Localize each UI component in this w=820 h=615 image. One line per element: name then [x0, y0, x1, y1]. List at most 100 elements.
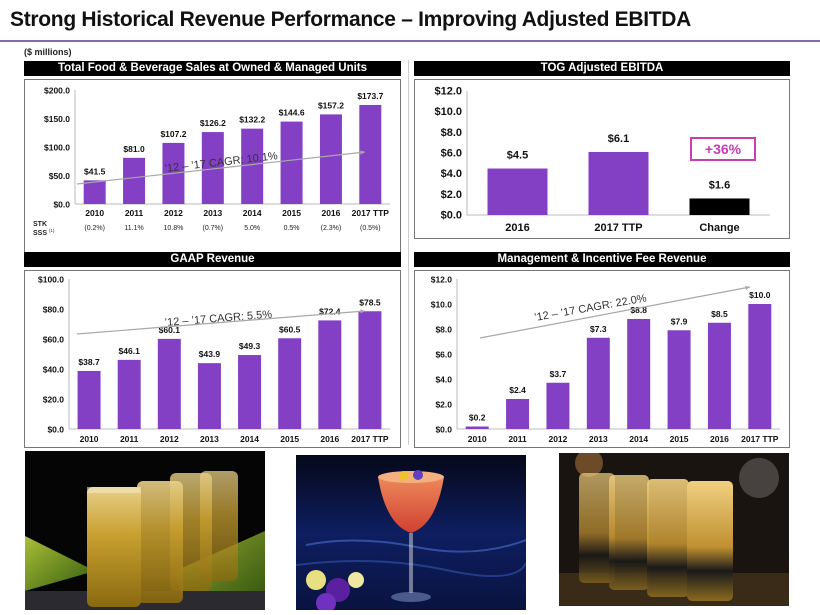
- bar-2013: [201, 132, 224, 204]
- x-tick-label: 2013: [203, 208, 222, 218]
- x-tick-label: 2013: [589, 434, 608, 444]
- sss-footnote-marker: (1): [49, 228, 55, 233]
- bar-2017-ttp: [359, 104, 382, 204]
- bar-2011: [506, 399, 530, 429]
- growth-badge-text: +36%: [705, 141, 742, 157]
- data-label: $8.5: [711, 309, 728, 319]
- y-tick-label: $0.0: [441, 210, 462, 222]
- sss-value: 10.8%: [164, 225, 184, 232]
- bar-2016: [319, 114, 342, 204]
- y-tick-label: $8.0: [435, 325, 452, 335]
- chart-area: $0.0 $2.0 $4.0 $6.0 $8.0 $10.0 $12.0 $0.2 2010 $2…: [414, 270, 790, 448]
- photo-coupe-cocktail-flowers: [296, 455, 526, 610]
- x-tick-label: 2012: [160, 434, 179, 444]
- y-tick-label: $60.0: [43, 335, 65, 345]
- data-label: $0.2: [469, 413, 486, 423]
- panel-fb-sales: Total Food & Beverage Sales at Owned & M…: [24, 61, 401, 254]
- y-tick-label: $100.0: [38, 275, 64, 285]
- x-tick-label: 2010: [85, 208, 104, 218]
- y-tick-label: $0.0: [47, 425, 64, 435]
- x-tick-label: 2014: [240, 434, 259, 444]
- bar-2014: [238, 355, 262, 429]
- x-tick-label: 2016: [320, 434, 339, 444]
- data-label: $72.4: [319, 306, 341, 316]
- bar-2016: [487, 168, 548, 215]
- data-label: $60.5: [279, 324, 301, 334]
- panel-fee-revenue: Management & Incentive Fee Revenue $0.0 $…: [414, 252, 790, 448]
- data-label: $157.2: [318, 100, 344, 110]
- x-tick-label: 2015: [282, 208, 301, 218]
- sss-value: 11.1%: [124, 225, 143, 232]
- trend-arrow-head: [360, 150, 365, 155]
- data-label: $78.5: [359, 297, 381, 307]
- bar-2010: [83, 180, 106, 204]
- x-tick-label: 2014: [243, 208, 262, 218]
- panel-title: TOG Adjusted EBITDA: [414, 61, 790, 76]
- bar-2017-ttp: [588, 151, 649, 215]
- chart-area: $0.0 $20.0 $40.0 $60.0 $80.0 $100.0 $38.7 2010 $…: [24, 270, 401, 448]
- y-tick-label: $8.0: [441, 127, 462, 139]
- y-tick-label: $20.0: [43, 395, 65, 405]
- bar-2017-ttp: [748, 304, 772, 429]
- panel-title: Total Food & Beverage Sales at Owned & M…: [24, 61, 401, 76]
- y-tick-label: $10.0: [431, 300, 453, 310]
- trend-arrow-line: [76, 151, 366, 185]
- bar-2012: [157, 338, 181, 429]
- data-label: $49.3: [239, 341, 261, 351]
- y-tick-label: $100.0: [44, 143, 70, 153]
- y-tick-label: $4.0: [435, 375, 452, 385]
- data-label: $173.7: [357, 91, 383, 101]
- x-tick-label: 2017 TTP: [741, 434, 779, 444]
- x-tick-label: 2010: [80, 434, 99, 444]
- bar-2015: [278, 338, 302, 429]
- bar-2014: [241, 128, 264, 204]
- photo-highball-cocktails-palm: [25, 451, 265, 610]
- bar-2010: [77, 370, 101, 429]
- data-label: $46.1: [119, 346, 141, 356]
- sss-value: (0.5%): [360, 225, 381, 232]
- x-tick-label: 2011: [508, 434, 527, 444]
- bar-2013: [197, 363, 221, 429]
- photo-art: [25, 471, 265, 610]
- y-tick-label: $2.0: [441, 189, 462, 201]
- y-tick-label: $6.0: [435, 350, 452, 360]
- y-tick-label: $50.0: [49, 171, 71, 181]
- bar-2011: [117, 359, 141, 429]
- bar-2010: [465, 426, 489, 429]
- sss-value: 5.0%: [244, 225, 260, 232]
- y-tick-label: $0.0: [53, 200, 70, 210]
- units-label: ($ millions): [24, 47, 72, 57]
- x-tick-label: 2011: [125, 208, 144, 218]
- y-tick-label: $4.0: [441, 168, 462, 180]
- sss-value: (2.3%): [321, 225, 342, 232]
- x-tick-label: 2010: [468, 434, 487, 444]
- data-label: $81.0: [123, 144, 145, 154]
- y-tick-label: $2.0: [435, 400, 452, 410]
- bar-2015: [280, 121, 303, 204]
- data-label: $38.7: [78, 357, 100, 367]
- bar-2015: [667, 330, 691, 429]
- sss-label-line1: STK: [33, 221, 47, 228]
- y-tick-label: $12.0: [431, 275, 453, 285]
- data-label: $107.2: [160, 129, 186, 139]
- x-tick-label: 2011: [120, 434, 139, 444]
- sss-value: (0.2%): [84, 225, 105, 232]
- panel-title: GAAP Revenue: [24, 252, 401, 267]
- photo-highball-cocktails-bar: [559, 453, 789, 606]
- chart-area: $0.0 $50.0 $100.0 $150.0 $200.0 $41.5 2010 (0.2…: [24, 79, 401, 254]
- x-tick-label: 2012: [548, 434, 567, 444]
- y-tick-label: $80.0: [43, 305, 65, 315]
- data-label: $132.2: [239, 115, 265, 125]
- bar-2016: [707, 322, 731, 429]
- panel-divider: [408, 60, 409, 445]
- x-tick-label: 2016: [505, 222, 529, 234]
- photo-art: [296, 455, 526, 610]
- bar-2011: [123, 157, 146, 204]
- panel-gaap-revenue: GAAP Revenue $0.0 $20.0 $40.0 $60.0 $80.0 $10…: [24, 252, 401, 448]
- y-tick-label: $10.0: [434, 106, 462, 118]
- x-tick-label: 2017 TTP: [351, 434, 389, 444]
- x-tick-label: 2013: [200, 434, 219, 444]
- chart-area: $0.0 $2.0 $4.0 $6.0 $8.0 $10.0 $12.0 $4.5 2016 $6…: [414, 79, 790, 239]
- bar-2014: [627, 319, 651, 429]
- trend-arrow-head: [360, 309, 365, 314]
